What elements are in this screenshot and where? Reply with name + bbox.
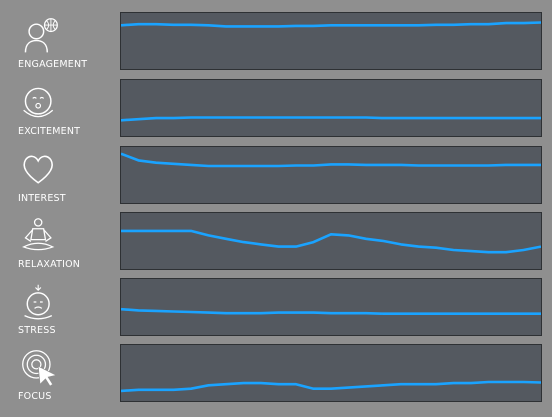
metric-label: ENGAGEMENT [18,59,88,70]
metric-row-engagement: ENGAGEMENT [0,10,552,72]
metric-line [121,116,541,122]
metric-chart-plot [121,21,541,28]
metric-chart [120,344,542,402]
metric-chart-plot [121,229,541,254]
interest-icon [23,155,54,184]
metric-row-excitement: EXCITEMENT [0,77,552,139]
metric-chart-plot [121,152,541,168]
metric-line [121,21,541,28]
metric-chart [120,212,542,270]
metric-chart-plot [121,307,541,316]
metric-label-area: EXCITEMENT [8,77,116,139]
excitement-icon [23,87,54,118]
metric-label-area: STRESS [8,276,116,338]
metric-label: EXCITEMENT [18,126,81,137]
metric-row-focus: FOCUS [0,342,552,404]
metric-label-area: FOCUS [8,342,116,404]
relaxation-icon [22,218,55,251]
metric-label-area: RELAXATION [8,210,116,272]
engagement-icon [24,18,58,53]
metric-chart [120,278,542,336]
focus-icon [22,350,58,387]
metric-line [121,152,541,168]
metric-chart-plot [121,380,541,393]
metric-line [121,380,541,393]
metric-chart [120,79,542,137]
metric-chart [120,12,542,70]
metric-label-area: INTEREST [8,144,116,206]
metric-label: STRESS [18,325,56,336]
metric-row-interest: INTEREST [0,144,552,206]
metric-label-area: ENGAGEMENT [8,10,116,72]
stress-icon [24,284,53,320]
metric-line [121,229,541,254]
metric-line [121,307,541,316]
metric-row-stress: STRESS [0,276,552,338]
metric-chart [120,146,542,204]
metric-chart-plot [121,116,541,122]
metric-label: FOCUS [18,391,52,402]
metric-label: INTEREST [18,193,66,204]
metric-label: RELAXATION [18,259,81,270]
metric-row-relaxation: RELAXATION [0,210,552,272]
